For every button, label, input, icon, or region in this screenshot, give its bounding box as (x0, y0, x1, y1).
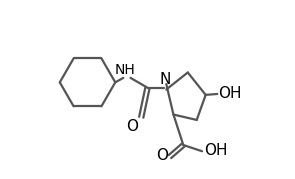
Text: O: O (156, 148, 168, 163)
Text: N: N (160, 72, 171, 87)
Text: NH: NH (115, 63, 135, 77)
Text: OH: OH (204, 143, 227, 158)
Text: OH: OH (218, 86, 242, 101)
Text: O: O (127, 119, 139, 134)
